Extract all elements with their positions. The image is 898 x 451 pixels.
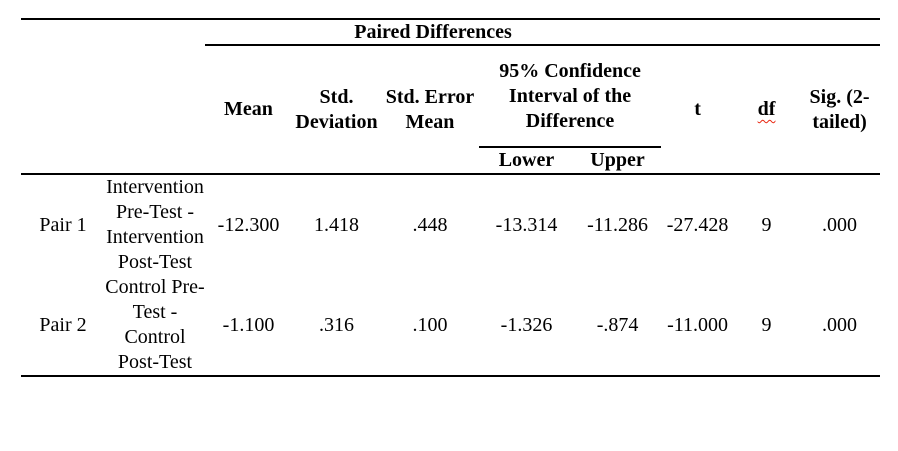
cell-mean: -1.100 [205,275,292,377]
ci-subheader-row: Lower Upper [21,147,880,175]
header-confidence-interval: 95% Confidence Interval of the Differenc… [479,45,662,148]
table-row-pair-1: Pair 1 Intervention Pre-Test - Intervent… [21,174,880,275]
paired-samples-test-table: Paired Differences Mean Std. Deviation S… [21,18,881,377]
cell-std-error-mean: .100 [381,275,479,377]
header-mean: Mean [205,45,292,175]
group-header-row: Paired Differences [21,19,881,46]
header-lower: Lower [479,147,574,175]
cell-ci-lower: -​13.314 [495,213,558,236]
header-t: t [661,45,735,175]
header-upper: Upper [574,147,662,175]
cell-std-deviation: 1.418 [314,213,359,236]
cell-pair-label: Pair 2 [21,275,105,377]
document-page: Paired Differences Mean Std. Deviation S… [0,18,898,451]
empty-corner-cell [21,19,205,45]
cell-ci-upper: -​11.286 [587,213,648,236]
df-header-label: df [757,98,776,120]
header-std-deviation: Std. Deviation [292,45,381,175]
column-header-row: Mean Std. Deviation Std. Error Mean 95% … [21,45,881,175]
cell-df: 9 [761,213,772,236]
cell-ci-upper: -.874 [574,275,662,377]
empty-cell [799,19,881,46]
cell-sig: .000 [799,275,881,377]
header-df: df [734,45,800,175]
cell-t: -​11.000 [661,275,735,377]
cell-std-deviation: .316 [292,275,381,377]
group-header-paired-differences: Paired Differences [205,19,662,46]
header-sig-2-tailed: Sig. (2-tailed) [799,45,881,175]
table-row-pair-2: Pair 2 Control Pre-Test - Control Post-T… [21,275,881,377]
empty-stub-cell [21,45,205,175]
cell-variables-label: Control Pre-Test - Control Post-Test [105,275,205,377]
cell-sig: .000 [822,213,858,236]
cell-ci-lower: -1.326 [479,275,574,377]
empty-cell [734,19,800,46]
cell-variables-label: Intervention Pre-Test - Intervention Pos… [106,176,204,273]
cell-df: 9 [734,275,800,377]
header-std-error-mean: Std. Error Mean [381,45,479,175]
cell-mean: -​12.300 [217,213,280,236]
cell-t: -​27.428 [666,213,729,236]
empty-cell [661,19,735,46]
cell-std-error-mean: .448 [412,213,448,236]
cell-pair-label: Pair 1 [39,213,87,236]
